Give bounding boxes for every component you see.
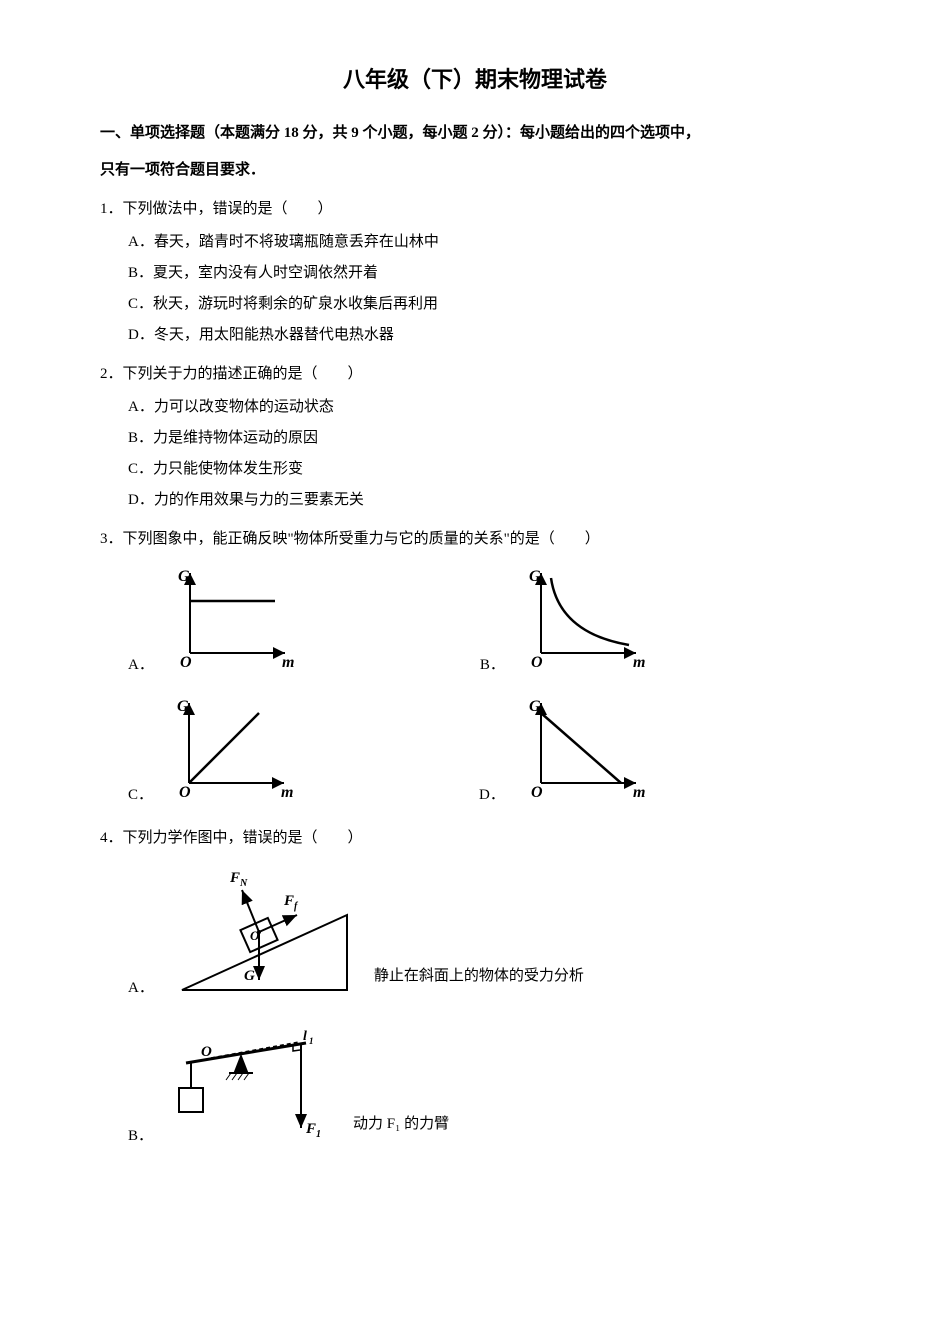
- question-2-text: 2．下列关于力的描述正确的是（ ）: [100, 361, 850, 388]
- svg-text:m: m: [633, 654, 645, 671]
- svg-text:G: G: [529, 698, 541, 715]
- svg-text:m: m: [282, 654, 294, 671]
- question-3-graph-a: G O m: [160, 563, 300, 683]
- question-2-option-a: A．力可以改变物体的运动状态: [100, 394, 850, 421]
- svg-text:O: O: [531, 784, 543, 801]
- question-1-text: 1．下列做法中，错误的是（ ）: [100, 196, 850, 223]
- question-1-option-c: C．秋天，游玩时将剩余的矿泉水收集后再利用: [100, 291, 850, 318]
- question-3-graph-b: G O m: [511, 563, 651, 683]
- question-1-option-b: B．夏天，室内没有人时空调依然开着: [100, 260, 850, 287]
- svg-text:N: N: [239, 878, 248, 889]
- svg-text:1: 1: [316, 1129, 321, 1140]
- svg-text:m: m: [281, 784, 293, 801]
- question-3-label-b: B．: [480, 652, 505, 683]
- question-3-label-d: D．: [479, 782, 505, 813]
- question-4-text: 4．下列力学作图中，错误的是（ ）: [100, 825, 850, 852]
- svg-text:F: F: [229, 870, 240, 886]
- svg-text:F: F: [283, 893, 294, 909]
- svg-text:G: G: [244, 968, 255, 984]
- question-2-option-c: C．力只能使物体发生形变: [100, 456, 850, 483]
- page-title: 八年级（下）期末物理试卷: [100, 60, 850, 100]
- question-4-label-a: A．: [128, 975, 154, 1010]
- question-3: 3．下列图象中，能正确反映"物体所受重力与它的质量的关系"的是（ ） A． G …: [100, 526, 850, 813]
- svg-text:O: O: [180, 654, 192, 671]
- question-1: 1．下列做法中，错误的是（ ） A．春天，踏青时不将玻璃瓶随意丢弃在山林中 B．…: [100, 196, 850, 349]
- question-2-option-b: B．力是维持物体运动的原因: [100, 425, 850, 452]
- question-2: 2．下列关于力的描述正确的是（ ） A．力可以改变物体的运动状态 B．力是维持物…: [100, 361, 850, 514]
- question-4: 4．下列力学作图中，错误的是（ ） A． O F N: [100, 825, 850, 1158]
- question-2-option-d: D．力的作用效果与力的三要素无关: [100, 487, 850, 514]
- question-4-diagram-b: O F 1 l 1: [161, 1018, 341, 1158]
- section-header-line1: 一、单项选择题（本题满分 18 分，共 9 个小题，每小题 2 分）：每小题给出…: [100, 120, 850, 147]
- section-header-line2: 只有一项符合题目要求．: [100, 157, 850, 184]
- svg-text:G: G: [529, 568, 541, 585]
- question-3-label-a: A．: [128, 652, 154, 683]
- question-3-graph-d: G O m: [511, 693, 651, 813]
- svg-text:G: G: [178, 568, 190, 585]
- question-4-caption-b: 动力 F₁ 的力臂: [353, 1111, 449, 1158]
- question-3-text: 3．下列图象中，能正确反映"物体所受重力与它的质量的关系"的是（ ）: [100, 526, 850, 553]
- question-1-option-d: D．冬天，用太阳能热水器替代电热水器: [100, 322, 850, 349]
- svg-text:O: O: [201, 1044, 212, 1060]
- svg-text:1: 1: [309, 1036, 314, 1046]
- svg-text:f: f: [294, 901, 299, 912]
- question-4-label-b: B．: [128, 1123, 153, 1158]
- svg-text:F: F: [305, 1121, 316, 1137]
- question-4-diagram-a: O F N F f G: [162, 860, 362, 1010]
- question-3-graph-c: G O m: [159, 693, 299, 813]
- svg-text:O: O: [179, 784, 191, 801]
- svg-text:G: G: [177, 698, 189, 715]
- svg-text:O: O: [531, 654, 543, 671]
- question-1-option-a: A．春天，踏青时不将玻璃瓶随意丢弃在山林中: [100, 229, 850, 256]
- question-3-label-c: C．: [128, 782, 153, 813]
- question-4-caption-a: 静止在斜面上的物体的受力分析: [374, 963, 584, 1010]
- svg-text:l: l: [303, 1029, 307, 1044]
- svg-text:m: m: [633, 784, 645, 801]
